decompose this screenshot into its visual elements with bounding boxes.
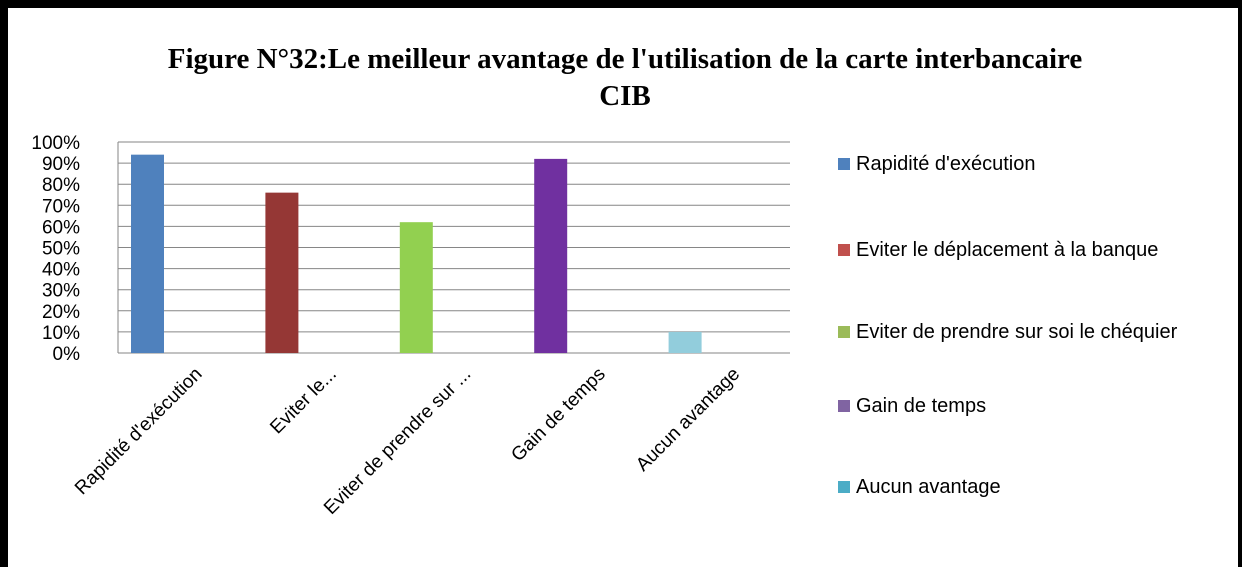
y-tick-label: 60% <box>42 217 80 238</box>
y-tick-label: 10% <box>42 323 80 344</box>
y-tick-label: 20% <box>42 302 80 323</box>
legend-item: Eviter le déplacement à la banque <box>838 236 1158 264</box>
legend-item: Rapidité d'exécution <box>838 150 1036 178</box>
legend-item: Eviter de prendre sur soi le chéquier <box>838 318 1177 346</box>
legend-item: Gain de temps <box>838 392 986 420</box>
y-tick-label: 0% <box>53 344 81 365</box>
bar <box>399 222 433 353</box>
legend-label: Eviter le déplacement à la banque <box>856 239 1159 261</box>
x-tick-label: Gain de temps <box>508 364 610 466</box>
bar <box>668 331 702 353</box>
y-tick-label: 70% <box>42 196 80 217</box>
legend-label: Eviter de prendre sur soi le chéquier <box>856 321 1178 343</box>
y-tick-label: 40% <box>42 260 80 281</box>
legend-swatch <box>838 481 850 493</box>
legend-label: Rapidité d'exécution <box>856 153 1036 175</box>
legend-label: Aucun avantage <box>856 476 1001 498</box>
legend-item: Aucun avantage <box>838 473 1001 501</box>
bar <box>131 154 164 353</box>
x-tick-label: Aucun avantage <box>632 364 744 476</box>
x-tick-label: Eviter le... <box>266 364 341 439</box>
legend-label: Gain de temps <box>856 395 987 417</box>
y-tick-label: 30% <box>42 281 80 302</box>
legend-swatch <box>838 158 850 170</box>
x-tick-label: Rapidité d'exécution <box>71 364 206 499</box>
legend-swatch <box>838 326 850 338</box>
y-tick-label: 90% <box>42 154 80 175</box>
y-tick-label: 50% <box>42 239 80 260</box>
bar <box>265 192 299 353</box>
y-tick-label: 100% <box>31 133 80 154</box>
x-tick-label: Eviter de prendre sur ... <box>320 364 475 519</box>
y-tick-label: 80% <box>42 175 80 196</box>
chart-title: Figure N°32:Le meilleur avantage de l'ut… <box>168 43 1083 112</box>
bar <box>534 158 568 353</box>
legend-swatch <box>838 244 850 256</box>
legend-swatch <box>838 400 850 412</box>
